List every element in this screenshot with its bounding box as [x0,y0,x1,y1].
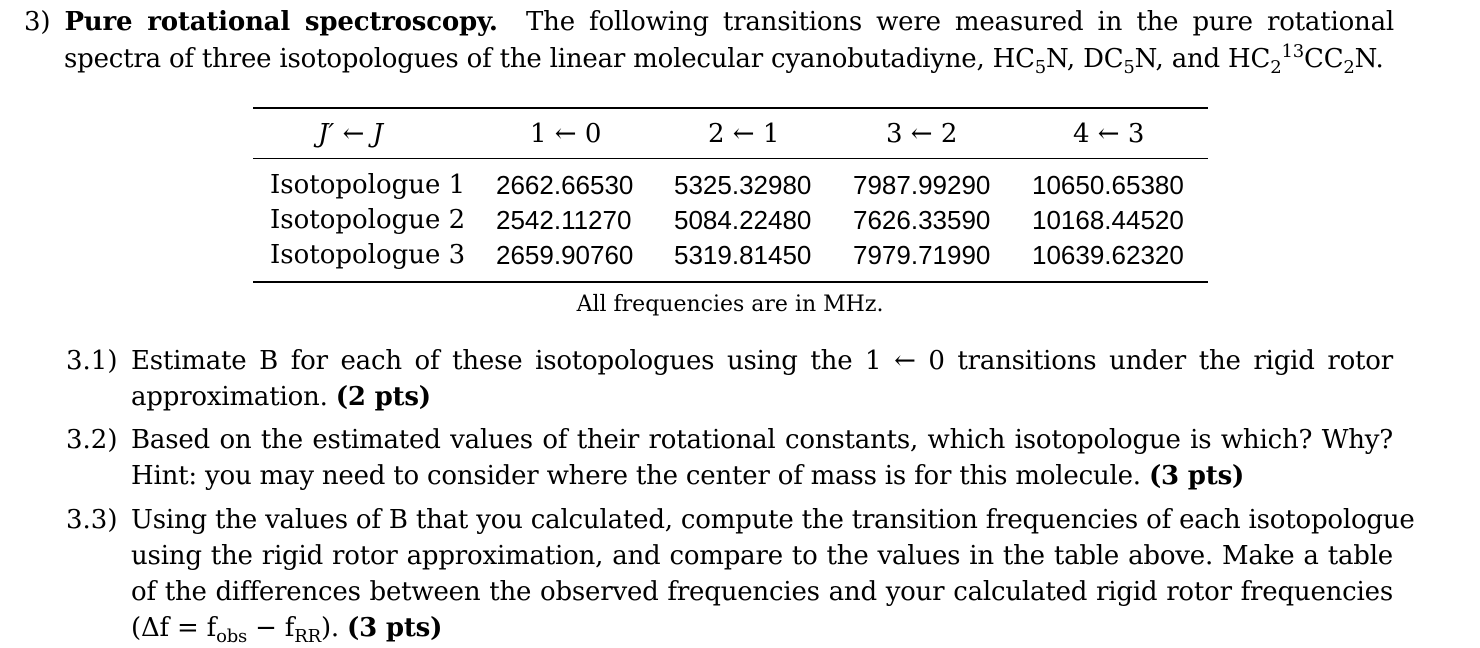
table-cell: 5325.32980 [674,170,812,200]
problem-title: Pure rotational spectroscopy. [64,7,498,37]
question-formula-line: (Δf = fobs − fRR). (3 pts) [131,613,443,647]
question-text-line: approximation. (2 pts) [131,382,431,412]
problem-number: 3) [24,7,51,37]
question-number: 3.2) [66,425,118,455]
table-cell: 7626.33590 [853,205,991,235]
table-cell: 2662.66530 [496,170,634,200]
points-label: (3 pts) [347,613,443,643]
table-cell: 7987.99290 [853,170,991,200]
table-header-col-2: 2 ← 1 [708,119,780,149]
table-cell: 5319.81450 [674,240,812,270]
row-label: Isotopologue 2 [270,205,466,235]
question-text-line: using the rigid rotor approximation, and… [131,541,1393,571]
table-header-col-3: 3 ← 2 [886,119,958,149]
table-header-rule [253,158,1208,159]
problem-intro-line-1: 3) Pure rotational spectroscopy. The fol… [24,5,1394,39]
question-text-line: Estimate B for each of these isotopologu… [131,346,1393,376]
question-text-line: Based on the estimated values of their r… [131,425,1393,455]
table-header-col-4: 4 ← 3 [1073,119,1145,149]
points-label: (2 pts) [335,382,431,412]
problem-intro-line-2: spectra of three isotopologues of the li… [64,41,1384,78]
question-text-line: of the differences between the observed … [131,577,1393,607]
row-label: Isotopologue 3 [270,240,466,270]
question-text-line: Using the values of B that you calculate… [131,505,1415,535]
table-cell: 10168.44520 [1032,205,1184,235]
table-cell: 10650.65380 [1032,170,1184,200]
table-caption: All frequencies are in MHz. [576,292,884,317]
table-cell: 2542.11270 [496,205,632,235]
table-bottom-rule [253,281,1208,283]
points-label: (3 pts) [1148,461,1245,491]
table-top-rule [253,107,1208,109]
table-header-jj: J′ ← J [318,119,384,149]
table-cell: 5084.22480 [674,205,812,235]
problem-intro-text: The following transitions were measured … [526,7,1394,37]
table-header-col-1: 1 ← 0 [530,119,602,149]
row-label: Isotopologue 1 [270,170,466,200]
question-number: 3.3) [66,505,118,535]
table-cell: 10639.62320 [1032,240,1184,270]
table-cell: 2659.90760 [496,240,634,270]
question-text-line: Hint: you may need to consider where the… [131,461,1245,491]
table-cell: 7979.71990 [853,240,991,270]
question-number: 3.1) [66,346,118,376]
